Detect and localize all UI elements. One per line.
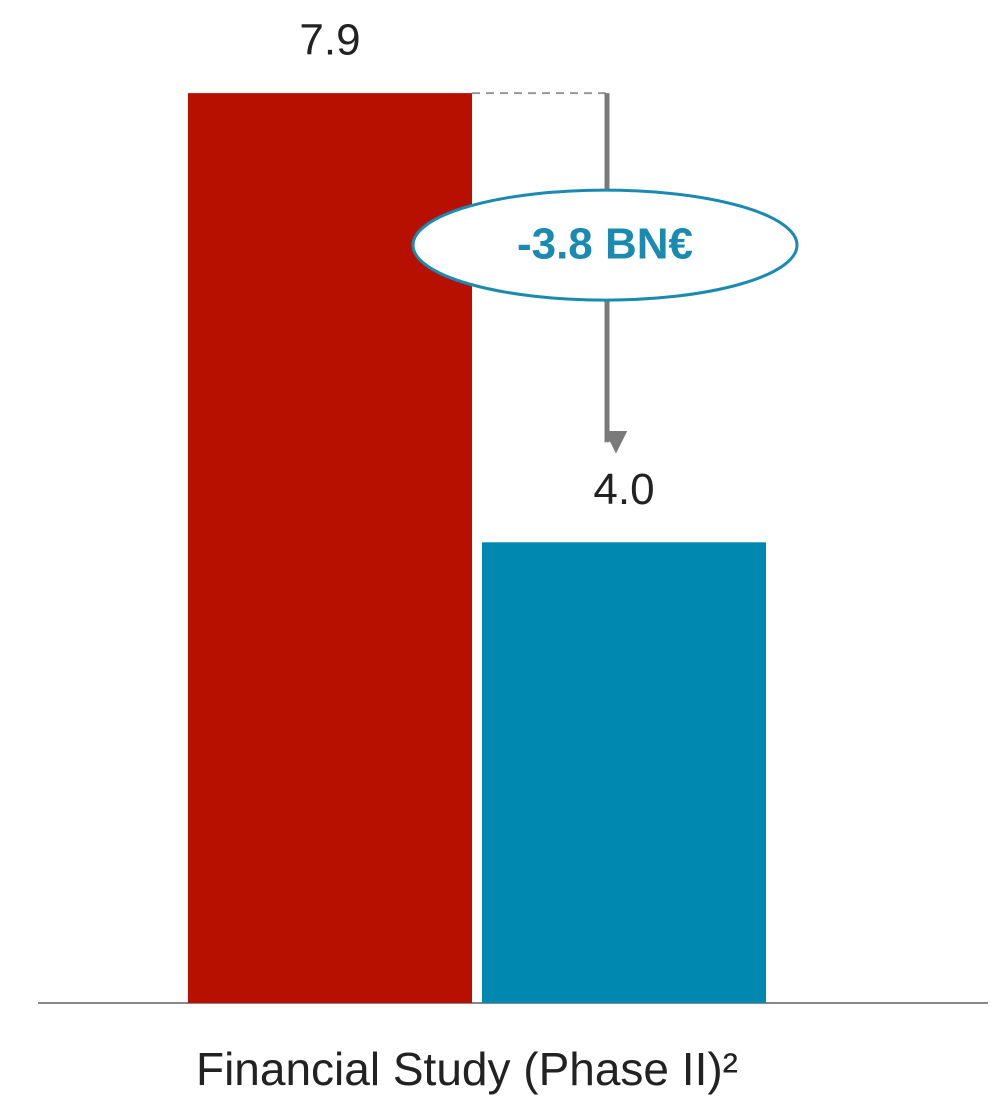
value-label: 7.9 bbox=[299, 16, 360, 65]
bar bbox=[482, 542, 766, 1003]
annotation-bubble bbox=[411, 188, 799, 302]
x-tick-label: Financial Study (Phase II)² bbox=[196, 1043, 738, 1095]
annotation: -3.8 BN€ bbox=[517, 220, 693, 269]
value-label: 4.0 bbox=[593, 465, 654, 514]
